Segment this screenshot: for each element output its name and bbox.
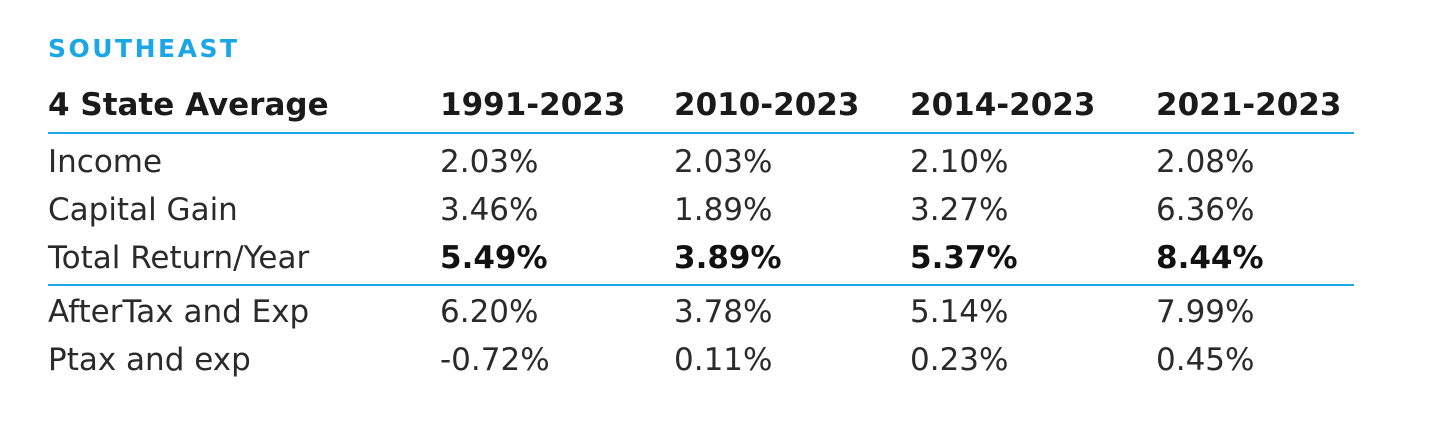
table-cell: 6.20% (440, 294, 539, 330)
table-cell: 0.11% (674, 342, 773, 378)
table-cell: 2.08% (1156, 144, 1255, 180)
table-cell: 2.03% (674, 144, 773, 180)
section-divider (48, 284, 1354, 286)
table-cell: 6.36% (1156, 192, 1255, 228)
table-cell: 2.10% (910, 144, 1009, 180)
table-row-aftertax: AfterTax and Exp 6.20% 3.78% 5.14% 7.99% (48, 288, 1354, 336)
table-row-total-return: Total Return/Year 5.49% 3.89% 5.37% 8.44… (48, 234, 1354, 282)
table-cell: 3.46% (440, 192, 539, 228)
section-title: SOUTHEAST (48, 34, 240, 63)
table-cell: 1.89% (674, 192, 773, 228)
header-period-2021-2023: 2021-2023 (1156, 87, 1342, 123)
table-cell: 5.49% (440, 240, 548, 276)
table-cell: 0.23% (910, 342, 1009, 378)
table-cell: 5.37% (910, 240, 1018, 276)
table-header-row: 4 State Average 1991-2023 2010-2023 2014… (48, 82, 1354, 132)
table-cell: 5.14% (910, 294, 1009, 330)
table-row-capital-gain: Capital Gain 3.46% 1.89% 3.27% 6.36% (48, 186, 1354, 234)
returns-table: 4 State Average 1991-2023 2010-2023 2014… (48, 82, 1354, 384)
table-cell: 3.78% (674, 294, 773, 330)
table-cell: 2.03% (440, 144, 539, 180)
table-cell: -0.72% (440, 342, 550, 378)
row-label: Capital Gain (48, 192, 238, 228)
table-cell: 3.27% (910, 192, 1009, 228)
table-cell: 7.99% (1156, 294, 1255, 330)
header-period-1991-2023: 1991-2023 (440, 87, 626, 123)
table-cell: 3.89% (674, 240, 782, 276)
table-row-ptax: Ptax and exp -0.72% 0.11% 0.23% 0.45% (48, 336, 1354, 384)
header-divider (48, 132, 1354, 134)
header-label: 4 State Average (48, 87, 329, 123)
table-cell: 8.44% (1156, 240, 1264, 276)
table-row-income: Income 2.03% 2.03% 2.10% 2.08% (48, 138, 1354, 186)
table-cell: 0.45% (1156, 342, 1255, 378)
header-period-2014-2023: 2014-2023 (910, 87, 1096, 123)
row-label: Income (48, 144, 163, 180)
header-period-2010-2023: 2010-2023 (674, 87, 860, 123)
row-label: Ptax and exp (48, 342, 251, 378)
row-label: AfterTax and Exp (48, 294, 310, 330)
row-label: Total Return/Year (48, 240, 310, 276)
